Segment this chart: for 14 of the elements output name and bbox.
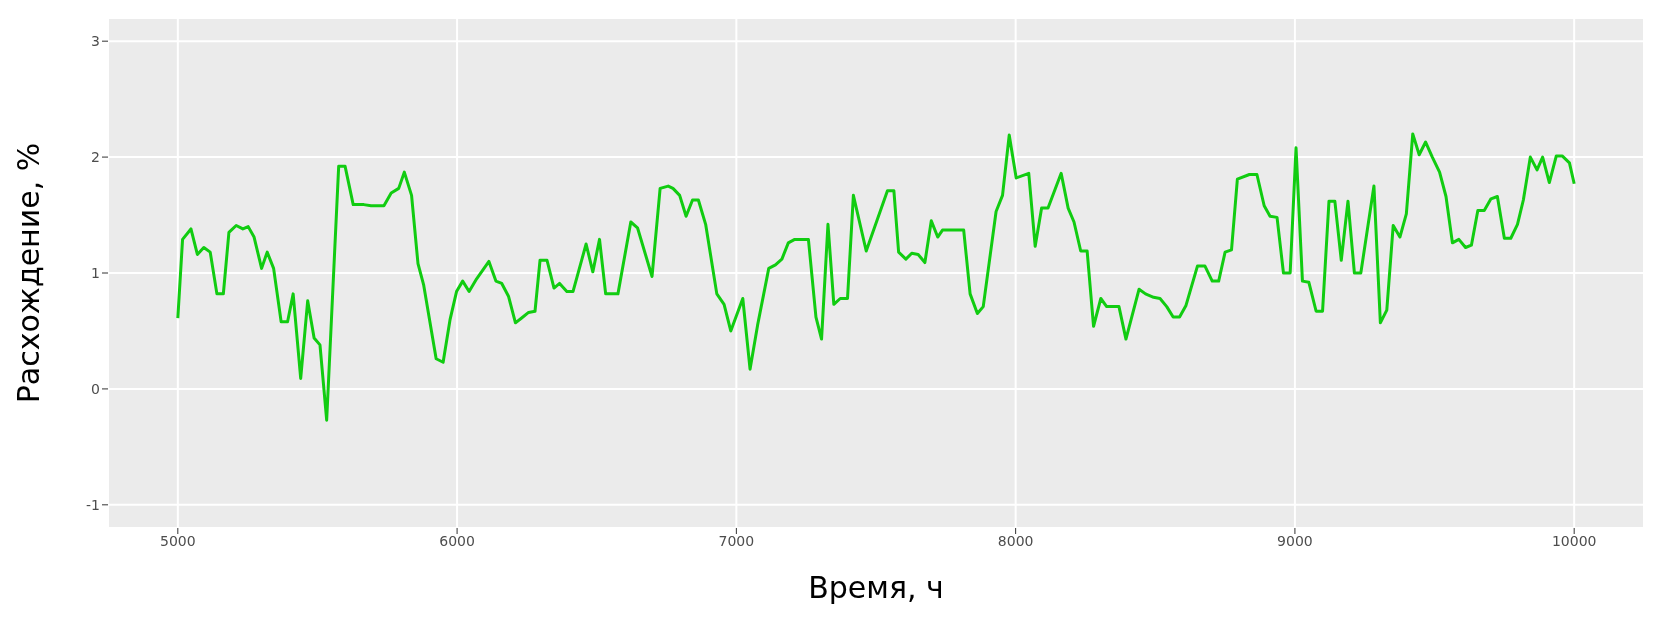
- x-tick-label: 8000: [997, 532, 1034, 549]
- x-tick-label: 10000: [1551, 532, 1597, 549]
- y-tick-label: 3: [91, 33, 100, 50]
- y-axis-title: Расхождение, %: [10, 142, 46, 404]
- x-axis-title: Время, ч: [808, 570, 944, 605]
- x-tick-label: 7000: [718, 532, 755, 549]
- x-tick-label: 9000: [1277, 532, 1313, 549]
- x-tick-label: 5000: [160, 532, 196, 549]
- x-tick-label: 6000: [439, 532, 475, 549]
- line-series: [176, 132, 1576, 422]
- y-tick-label: -1: [86, 496, 100, 513]
- y-tick-label: 0: [91, 380, 100, 397]
- y-tick-label: 1: [91, 264, 100, 281]
- y-tick-label: 2: [91, 149, 100, 166]
